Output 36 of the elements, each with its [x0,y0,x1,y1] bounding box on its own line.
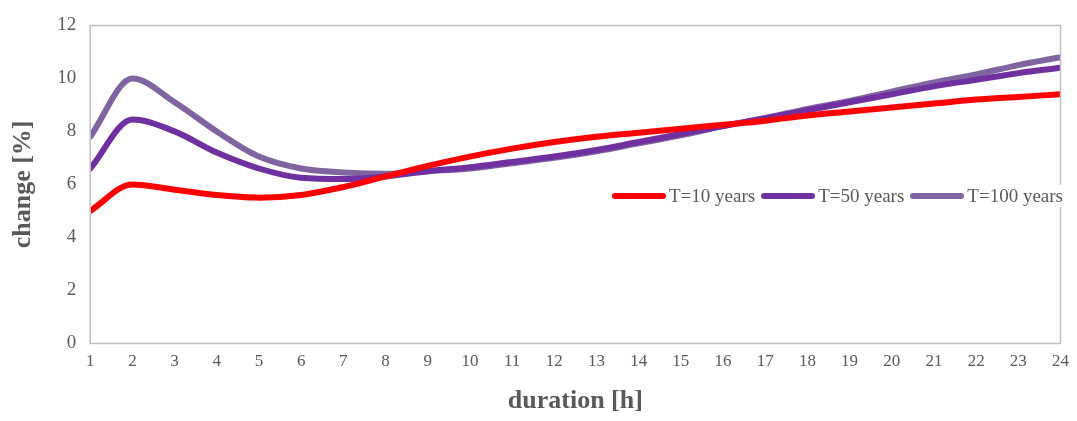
legend-label: T=50 years [818,185,905,207]
x-tick-label: 12 [545,351,563,371]
y-tick-label: 6 [66,172,77,194]
x-tick-label: 7 [339,351,349,371]
x-tick-label: 17 [756,351,775,371]
x-tick-label: 22 [967,351,985,371]
x-tick-label: 8 [381,351,390,371]
x-tick-label: 3 [170,351,179,371]
x-tick-label: 14 [630,351,648,371]
y-tick-label: 8 [66,119,77,141]
x-tick-label: 13 [587,351,605,371]
x-axis-title: duration [h] [507,385,643,415]
legend-label: T=100 years [967,185,1063,207]
x-tick-label: 2 [128,351,137,371]
y-tick-label: 4 [66,225,77,247]
x-tick-label: 15 [672,351,690,371]
x-tick-label: 20 [883,351,901,371]
y-tick-label: 0 [66,331,77,353]
x-tick-label: 11 [503,351,521,371]
x-tick-label: 9 [423,351,432,371]
y-tick-label: 10 [57,66,77,88]
x-tick-label: 10 [461,351,479,371]
x-tick-label: 23 [1009,351,1027,371]
x-tick-label: 5 [254,351,264,371]
y-tick-label: 2 [66,278,77,300]
y-axis-title: change [%] [7,120,37,249]
legend-label: T=10 years [668,185,756,207]
x-tick-label: 16 [714,351,732,371]
x-tick-label: 4 [212,351,222,371]
x-tick-label: 18 [798,351,816,371]
x-tick-label: 24 [1052,351,1070,371]
x-tick-label: 6 [296,351,306,371]
x-tick-label: 19 [841,351,859,371]
x-tick-label: 21 [925,351,943,371]
x-tick-label: 1 [85,351,95,371]
y-tick-label: 12 [57,13,77,35]
